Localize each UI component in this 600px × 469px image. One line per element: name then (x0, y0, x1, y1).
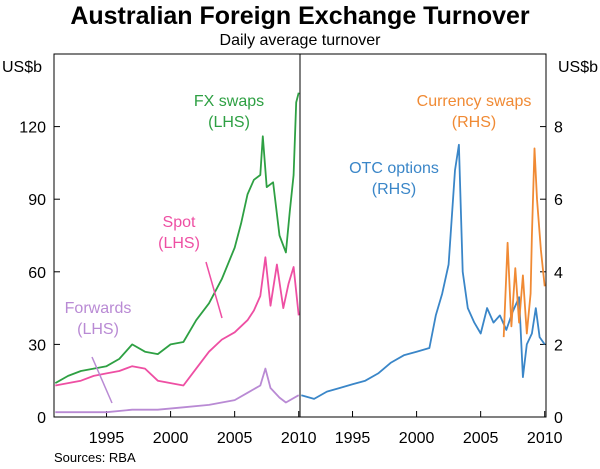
y-tick-label-right: 0 (554, 410, 563, 427)
x-tick-label-left: 2000 (153, 430, 189, 447)
forwards-label: Forwards (65, 300, 132, 317)
x-tick-label-left: 2005 (217, 430, 253, 447)
otc-options-line (301, 143, 546, 400)
currency-swaps-label: (RHS) (452, 114, 496, 131)
forwards-leader-line (91, 356, 113, 404)
fx-swaps-line (54, 92, 300, 384)
y-tick-label-left: 120 (19, 120, 46, 137)
otc-options-label: OTC options (349, 160, 439, 177)
y-axis-unit-left: US$b (2, 59, 42, 76)
y-axis-unit-right: US$b (558, 59, 598, 76)
x-tick-label-left: 1995 (89, 430, 125, 447)
forwards-line (55, 367, 300, 414)
spot-label: Spot (163, 214, 196, 231)
x-tick-label-right: 2010 (527, 430, 563, 447)
y-tick-label-right: 2 (554, 337, 563, 354)
spot-label: (LHS) (158, 235, 200, 252)
x-tick-label-right: 1995 (335, 430, 371, 447)
x-tick-label-right: 2000 (399, 430, 435, 447)
y-tick-label-right: 6 (554, 192, 563, 209)
otc-options-label: (RHS) (372, 181, 416, 198)
spot-leader-line (205, 261, 223, 319)
spot-line (55, 256, 300, 387)
y-tick-label-left: 0 (37, 410, 46, 427)
y-tick-label-left: 90 (28, 192, 46, 209)
currency-swaps-label: Currency swaps (417, 93, 532, 110)
chart-title: Australian Foreign Exchange Turnover (70, 2, 530, 30)
currency-swaps-line (502, 147, 546, 338)
chart-subtitle: Daily average turnover (219, 32, 381, 49)
y-tick-label-left: 60 (28, 265, 46, 282)
fx-swaps-label: (LHS) (208, 114, 250, 131)
x-tick-label-left: 2010 (281, 430, 317, 447)
x-tick-label-right: 2005 (463, 430, 499, 447)
y-tick-label-left: 30 (28, 337, 46, 354)
y-tick-label-right: 8 (554, 120, 563, 137)
forwards-label: (LHS) (77, 321, 119, 338)
fx-swaps-label: FX swaps (194, 93, 264, 110)
source-note: Sources: RBA (54, 450, 136, 465)
y-tick-label-right: 4 (554, 265, 563, 282)
